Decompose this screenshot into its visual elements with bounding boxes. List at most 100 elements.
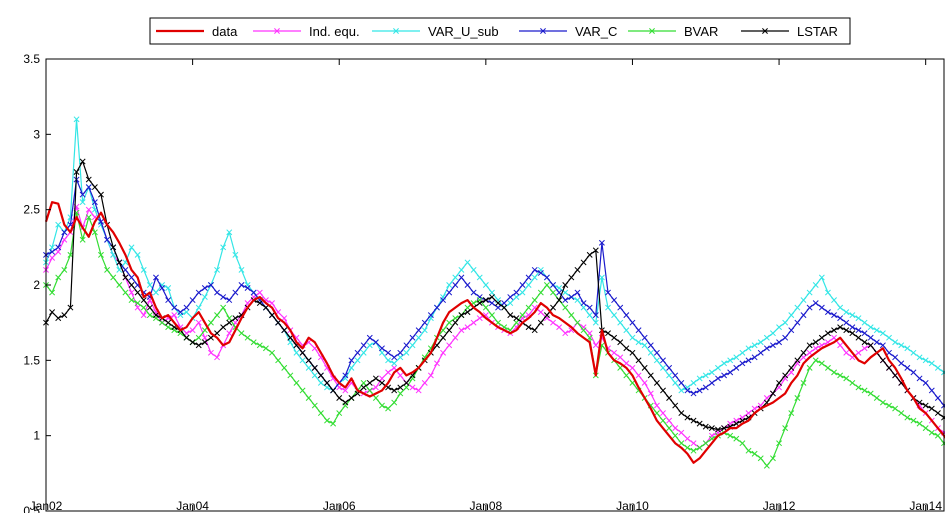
data-point (122, 289, 129, 296)
data-point (183, 304, 190, 311)
data-point (617, 354, 624, 361)
data-point (727, 357, 734, 364)
legend-item: data (156, 24, 238, 39)
data-point (281, 364, 288, 371)
data-point (354, 357, 361, 364)
data-point (696, 375, 703, 382)
data-point (598, 274, 605, 281)
data-point (678, 440, 685, 447)
data-point (873, 395, 880, 401)
data-point (672, 432, 679, 439)
data-point (837, 342, 844, 349)
data-point (617, 364, 624, 371)
data-point (562, 297, 569, 304)
data-point (226, 330, 233, 337)
data-point (238, 330, 245, 337)
data-point (366, 334, 373, 341)
data-point (85, 214, 92, 221)
legend-item: LSTAR (741, 24, 838, 39)
data-point (837, 372, 844, 379)
data-point (256, 342, 263, 349)
y-tick-label: 2 (33, 278, 40, 292)
data-point (128, 274, 135, 281)
data-point (317, 410, 324, 417)
data-point (501, 304, 508, 311)
data-point (98, 191, 104, 198)
data-point (922, 379, 929, 386)
data-point (403, 384, 410, 391)
data-point (867, 390, 874, 397)
data-point (751, 342, 758, 349)
data-point (73, 169, 80, 175)
legend-label: Ind. equ. (309, 24, 360, 39)
data-point (104, 236, 111, 243)
data-point (934, 410, 941, 417)
data-point (379, 402, 385, 409)
data-point (910, 417, 917, 424)
data-point (311, 364, 318, 371)
data-point (867, 324, 874, 331)
data-point (452, 334, 459, 341)
data-point (507, 300, 514, 307)
data-point (207, 334, 214, 341)
data-point (757, 339, 764, 346)
data-point (647, 372, 654, 379)
data-point (873, 327, 880, 334)
series-line (45, 206, 945, 449)
data-point (360, 342, 367, 349)
legend-label: BVAR (684, 24, 718, 39)
data-point (171, 304, 178, 311)
data-point (757, 455, 764, 462)
data-point (739, 349, 746, 356)
data-point (501, 300, 508, 307)
data-point (159, 319, 166, 326)
data-point (556, 324, 563, 331)
data-point (879, 330, 886, 337)
data-point (666, 372, 673, 379)
data-point (824, 364, 831, 371)
series-line (44, 201, 945, 464)
data-point (672, 425, 679, 432)
data-point (641, 334, 648, 341)
data-point (220, 244, 227, 251)
data-point (189, 327, 196, 334)
data-point (910, 349, 917, 356)
data-point (73, 116, 80, 123)
data-point (379, 345, 385, 352)
data-point (391, 360, 398, 367)
data-point (745, 447, 752, 454)
x-tick-label: Jan12 (763, 499, 796, 513)
data-point (702, 384, 709, 391)
data-point (550, 282, 556, 288)
x-tick-label: Jan06 (323, 499, 356, 513)
data-point (550, 289, 556, 296)
data-point (403, 349, 410, 356)
data-point (128, 289, 135, 296)
data-point (678, 429, 685, 436)
data-point (262, 304, 269, 311)
data-point (61, 312, 68, 319)
data-point (49, 244, 56, 251)
data-point (495, 300, 502, 307)
data-point (861, 387, 868, 394)
data-point (617, 304, 624, 311)
data-point (446, 289, 453, 296)
data-point (421, 327, 428, 334)
data-point (562, 282, 569, 288)
data-point (849, 312, 856, 319)
data-point (440, 334, 447, 341)
legend-label: LSTAR (797, 24, 838, 39)
data-point (660, 387, 666, 394)
data-point (201, 285, 208, 291)
data-point (482, 297, 489, 304)
data-point (146, 312, 153, 319)
data-point (666, 364, 673, 371)
data-point (49, 289, 56, 296)
data-point (128, 244, 135, 251)
data-point (464, 324, 471, 331)
data-point (928, 360, 935, 367)
data-point (525, 304, 532, 311)
data-point (531, 274, 538, 281)
data-point (91, 229, 98, 236)
